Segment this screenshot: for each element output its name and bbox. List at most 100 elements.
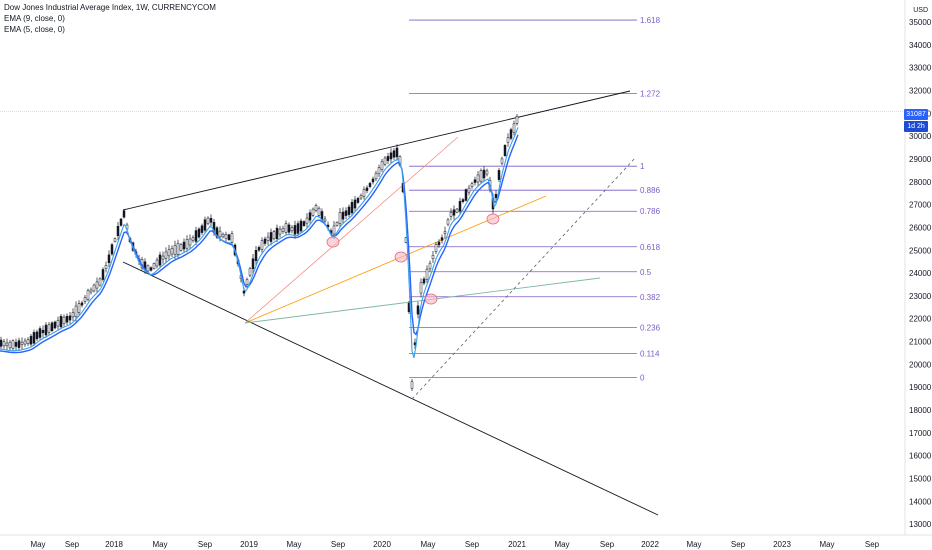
- candle-up: [278, 228, 282, 235]
- candle-down: [41, 329, 45, 334]
- dashed-trend-line[interactable]: [411, 156, 637, 400]
- ema-5-legend[interactable]: EMA (5, close, 0): [4, 25, 65, 34]
- time-tick-label: 2023: [773, 540, 791, 549]
- candle-down: [350, 202, 354, 214]
- candle-up: [188, 238, 192, 246]
- candle-down: [59, 316, 63, 328]
- candle-up: [377, 167, 381, 175]
- candle-up: [56, 320, 60, 327]
- candle-up: [206, 217, 210, 224]
- time-tick-label: Sep: [198, 540, 213, 549]
- price-tick-label: 19000: [909, 383, 932, 392]
- candle-up: [152, 263, 156, 269]
- price-tick-label: 32000: [909, 87, 932, 96]
- candle-down: [395, 147, 399, 158]
- candle-down: [110, 244, 114, 255]
- time-tick-label: 2019: [240, 540, 258, 549]
- candle-down: [0, 339, 3, 347]
- time-tick-label: 2020: [373, 540, 391, 549]
- candle-down: [182, 241, 186, 250]
- candle-up: [170, 248, 174, 255]
- candlestick-series: [0, 114, 519, 392]
- candle-down: [482, 169, 486, 179]
- candle-down: [452, 209, 456, 216]
- fib-level-label: 1.618: [640, 16, 661, 25]
- fib-level-label: 0: [640, 374, 645, 383]
- candle-up: [5, 342, 9, 347]
- candle-down: [494, 193, 498, 199]
- time-tick-label: Sep: [65, 540, 80, 549]
- time-tick-label: 2018: [105, 540, 123, 549]
- currency-label: USD: [913, 7, 928, 14]
- upper-trendline[interactable]: [122, 90, 631, 211]
- candle-down: [251, 258, 255, 269]
- candle-down: [122, 210, 126, 218]
- candle-up: [284, 223, 288, 233]
- candle-up: [332, 225, 336, 235]
- candle-down: [215, 227, 219, 238]
- candle-up: [74, 305, 78, 318]
- candle-down: [38, 328, 42, 338]
- candle-down: [209, 218, 213, 223]
- candle-down: [356, 198, 360, 203]
- candle-down: [254, 249, 258, 262]
- candle-up: [443, 231, 447, 234]
- candle-up: [470, 183, 474, 188]
- candle-up: [455, 208, 459, 213]
- price-tick-label: 35000: [909, 18, 932, 27]
- candle-up: [146, 265, 150, 272]
- candle-down: [29, 335, 33, 345]
- ema-5-line[interactable]: [0, 127, 519, 358]
- price-tick-label: 23000: [909, 292, 932, 301]
- price-tick-label: 22000: [909, 315, 932, 324]
- symbol-title[interactable]: Dow Jones Industrial Average Index, 1W, …: [4, 3, 216, 12]
- candle-down: [509, 129, 513, 139]
- candle-up: [248, 268, 252, 276]
- candle-up: [218, 230, 222, 238]
- candle-up: [317, 207, 321, 216]
- candle-down: [371, 178, 375, 183]
- highlight-circle[interactable]: [486, 213, 500, 225]
- candle-down: [80, 302, 84, 306]
- highlight-circle[interactable]: [326, 236, 340, 248]
- candle-down: [203, 219, 207, 231]
- ema-9-line[interactable]: [0, 134, 519, 354]
- price-tick-label: 34000: [909, 41, 932, 50]
- highlight-circle[interactable]: [394, 251, 408, 263]
- candle-down: [197, 228, 201, 238]
- candle-up: [23, 340, 27, 345]
- price-tick-label: 15000: [909, 474, 932, 483]
- price-tick-label: 29000: [909, 155, 932, 164]
- candle-up: [266, 236, 270, 241]
- ema-9-legend[interactable]: EMA (9, close, 0): [4, 14, 65, 23]
- candle-up: [71, 312, 75, 318]
- candle-up: [305, 217, 309, 224]
- candle-down: [458, 201, 462, 212]
- time-tick-label: May: [819, 540, 834, 549]
- lower-trendline[interactable]: [122, 261, 659, 516]
- candle-down: [50, 322, 54, 331]
- candle-down: [257, 247, 261, 251]
- candle-up: [164, 251, 168, 259]
- candle-down: [107, 254, 111, 264]
- candle-down: [32, 332, 36, 344]
- fan-line-red[interactable]: [244, 136, 459, 324]
- candle-up: [8, 341, 12, 349]
- candle-down: [263, 238, 267, 244]
- candle-up: [2, 341, 6, 347]
- candle-down: [302, 221, 306, 226]
- candle-down: [392, 150, 396, 158]
- current-price-tag: 31087: [904, 109, 928, 120]
- candle-up: [500, 158, 504, 164]
- price-tick-label: 33000: [909, 64, 932, 73]
- candle-up: [167, 249, 171, 257]
- candle-down: [101, 269, 105, 280]
- candle-down: [68, 315, 72, 321]
- price-tick-label: 14000: [909, 497, 932, 506]
- candle-up: [92, 284, 96, 292]
- fib-level-label: 1.272: [640, 89, 661, 98]
- candle-down: [53, 321, 57, 329]
- candle-up: [419, 282, 423, 294]
- highlight-circle[interactable]: [424, 293, 438, 305]
